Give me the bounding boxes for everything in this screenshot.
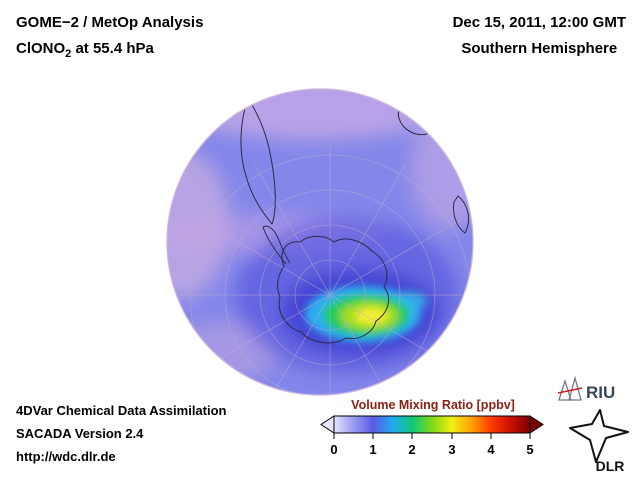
hemisphere-map bbox=[166, 88, 474, 396]
colorbar-gradient-bar bbox=[333, 415, 531, 434]
version-label: SACADA Version 2.4 bbox=[16, 426, 144, 441]
header-right: Dec 15, 2011, 12:00 GMT Southern Hemisph… bbox=[453, 10, 626, 62]
species-level-line: ClONO2 at 55.4 hPa bbox=[16, 36, 203, 67]
svg-text:3: 3 bbox=[448, 442, 455, 457]
colorbar-right-arrow bbox=[529, 415, 544, 434]
colorbar-left-arrow bbox=[320, 415, 335, 434]
globe-rim bbox=[166, 88, 474, 396]
colorbar-tick-marks bbox=[333, 433, 531, 439]
header-left: GOME−2 / MetOp Analysis ClONO2 at 55.4 h… bbox=[16, 10, 203, 67]
analysis-title: GOME−2 / MetOp Analysis bbox=[16, 14, 204, 31]
riu-red-accent bbox=[557, 387, 583, 394]
coastlines bbox=[240, 97, 469, 344]
dlr-star-icon bbox=[569, 409, 629, 463]
coastline-antarctica bbox=[276, 235, 390, 344]
coastline-south-america bbox=[240, 97, 276, 225]
coastline-antarctic-peninsula bbox=[262, 225, 291, 265]
datetime-label: Dec 15, 2011, 12:00 GMT bbox=[452, 14, 626, 31]
colorbar-tick-labels: 0 1 2 3 4 5 bbox=[330, 442, 533, 457]
dlr-wordmark: DLR bbox=[596, 458, 625, 474]
svg-text:5: 5 bbox=[526, 442, 533, 457]
coastline-australia bbox=[453, 195, 469, 234]
svg-text:0: 0 bbox=[330, 442, 337, 457]
species-name: ClONO bbox=[16, 40, 66, 57]
riu-logo: RIU bbox=[557, 375, 615, 402]
dlr-logo: DLR bbox=[569, 409, 629, 474]
url-label: http://wdc.dlr.de bbox=[16, 449, 116, 464]
colorbar-title: Volume Mixing Ratio [ppbv] bbox=[351, 398, 515, 412]
svg-text:4: 4 bbox=[487, 442, 495, 457]
footer-credits: 4DVar Chemical Data Assimilation SACADA … bbox=[16, 399, 227, 468]
pressure-level: at 55.4 hPa bbox=[71, 40, 154, 57]
svg-text:2: 2 bbox=[408, 442, 415, 457]
riu-wordmark: RIU bbox=[586, 383, 615, 402]
colorbar: 0 1 2 3 4 5 bbox=[320, 415, 544, 457]
species-subscript: 2 bbox=[65, 48, 72, 60]
assimilation-label: 4DVar Chemical Data Assimilation bbox=[16, 403, 227, 418]
svg-text:1: 1 bbox=[369, 442, 376, 457]
hemisphere-label: Southern Hemisphere bbox=[461, 40, 618, 57]
